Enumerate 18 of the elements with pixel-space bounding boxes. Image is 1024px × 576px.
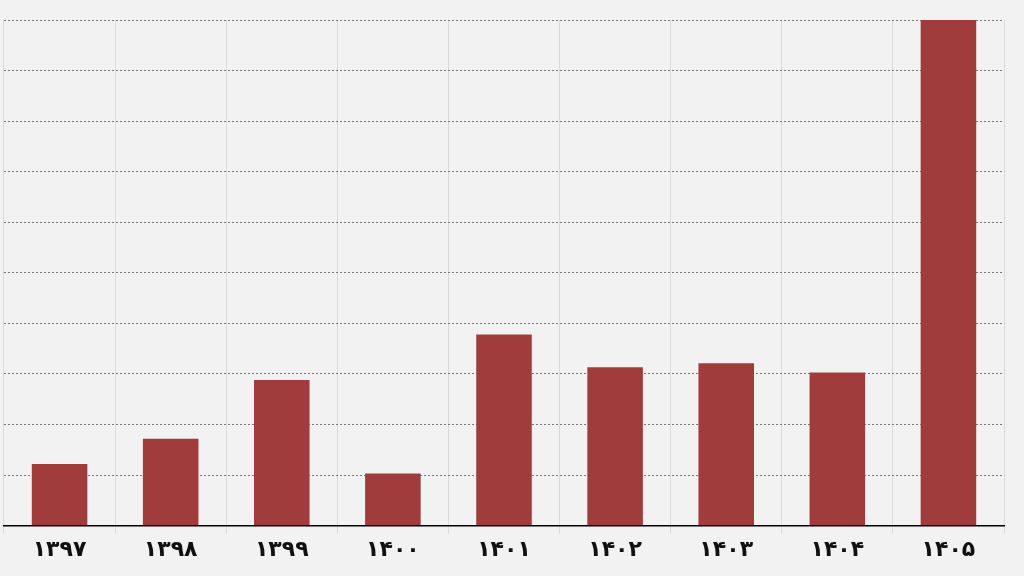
- x-tick-label: ۱۴۰۵: [921, 535, 976, 561]
- x-tick-label: ۱۳۹۹: [254, 535, 309, 561]
- bar: [365, 473, 421, 526]
- bar: [142, 438, 199, 526]
- x-tick-label: ۱۴۰۳: [699, 535, 754, 561]
- x-tick-label: ۱۴۰۰: [366, 535, 420, 561]
- bar: [809, 372, 866, 526]
- x-tick-label: ۱۴۰۲: [588, 535, 643, 561]
- bar: [254, 379, 310, 526]
- x-tick-label: ۱۴۰۴: [810, 535, 865, 561]
- bar: [587, 367, 643, 526]
- x-tick-label: ۱۴۰۱: [477, 535, 531, 561]
- bar: [920, 20, 977, 526]
- bar: [476, 334, 532, 526]
- bar: [31, 463, 88, 526]
- bar: [698, 363, 754, 526]
- x-tick-label: ۱۳۹۸: [143, 535, 199, 561]
- x-tick-label: ۱۳۹۷: [32, 535, 87, 561]
